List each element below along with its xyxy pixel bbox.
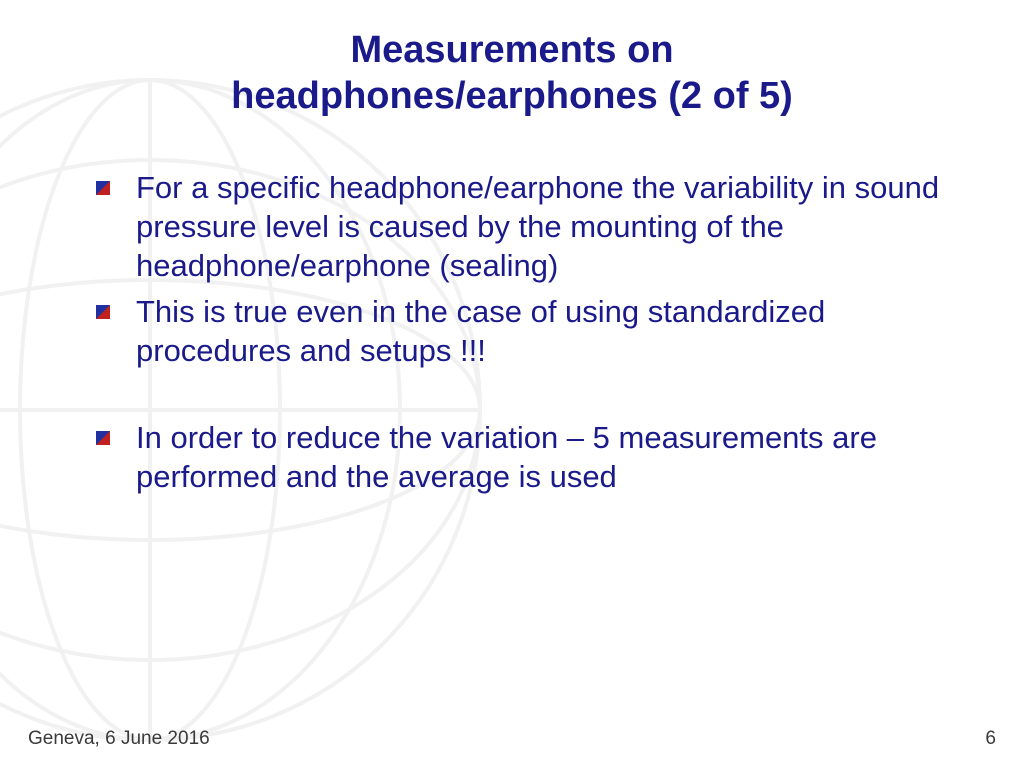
slide-content: For a specific headphone/earphone the va… bbox=[50, 169, 974, 496]
bullet-item: In order to reduce the variation – 5 mea… bbox=[96, 419, 964, 497]
bullet-icon bbox=[96, 431, 110, 445]
bullet-icon bbox=[96, 305, 110, 319]
bullet-item: This is true even in the case of using s… bbox=[96, 293, 964, 371]
slide-title: Measurements on headphones/earphones (2 … bbox=[50, 28, 974, 119]
slide-footer: Geneva, 6 June 2016 6 bbox=[28, 728, 996, 750]
slide-container: Measurements on headphones/earphones (2 … bbox=[0, 0, 1024, 768]
footer-page-number: 6 bbox=[985, 728, 996, 750]
title-line-2: headphones/earphones (2 of 5) bbox=[231, 75, 793, 117]
bullet-icon bbox=[96, 181, 110, 195]
title-line-1: Measurements on bbox=[350, 29, 673, 71]
bullet-text: In order to reduce the variation – 5 mea… bbox=[136, 420, 877, 494]
footer-location-date: Geneva, 6 June 2016 bbox=[28, 728, 210, 750]
bullet-text: For a specific headphone/earphone the va… bbox=[136, 170, 939, 283]
bullet-text: This is true even in the case of using s… bbox=[136, 294, 825, 368]
bullet-item: For a specific headphone/earphone the va… bbox=[96, 169, 964, 285]
